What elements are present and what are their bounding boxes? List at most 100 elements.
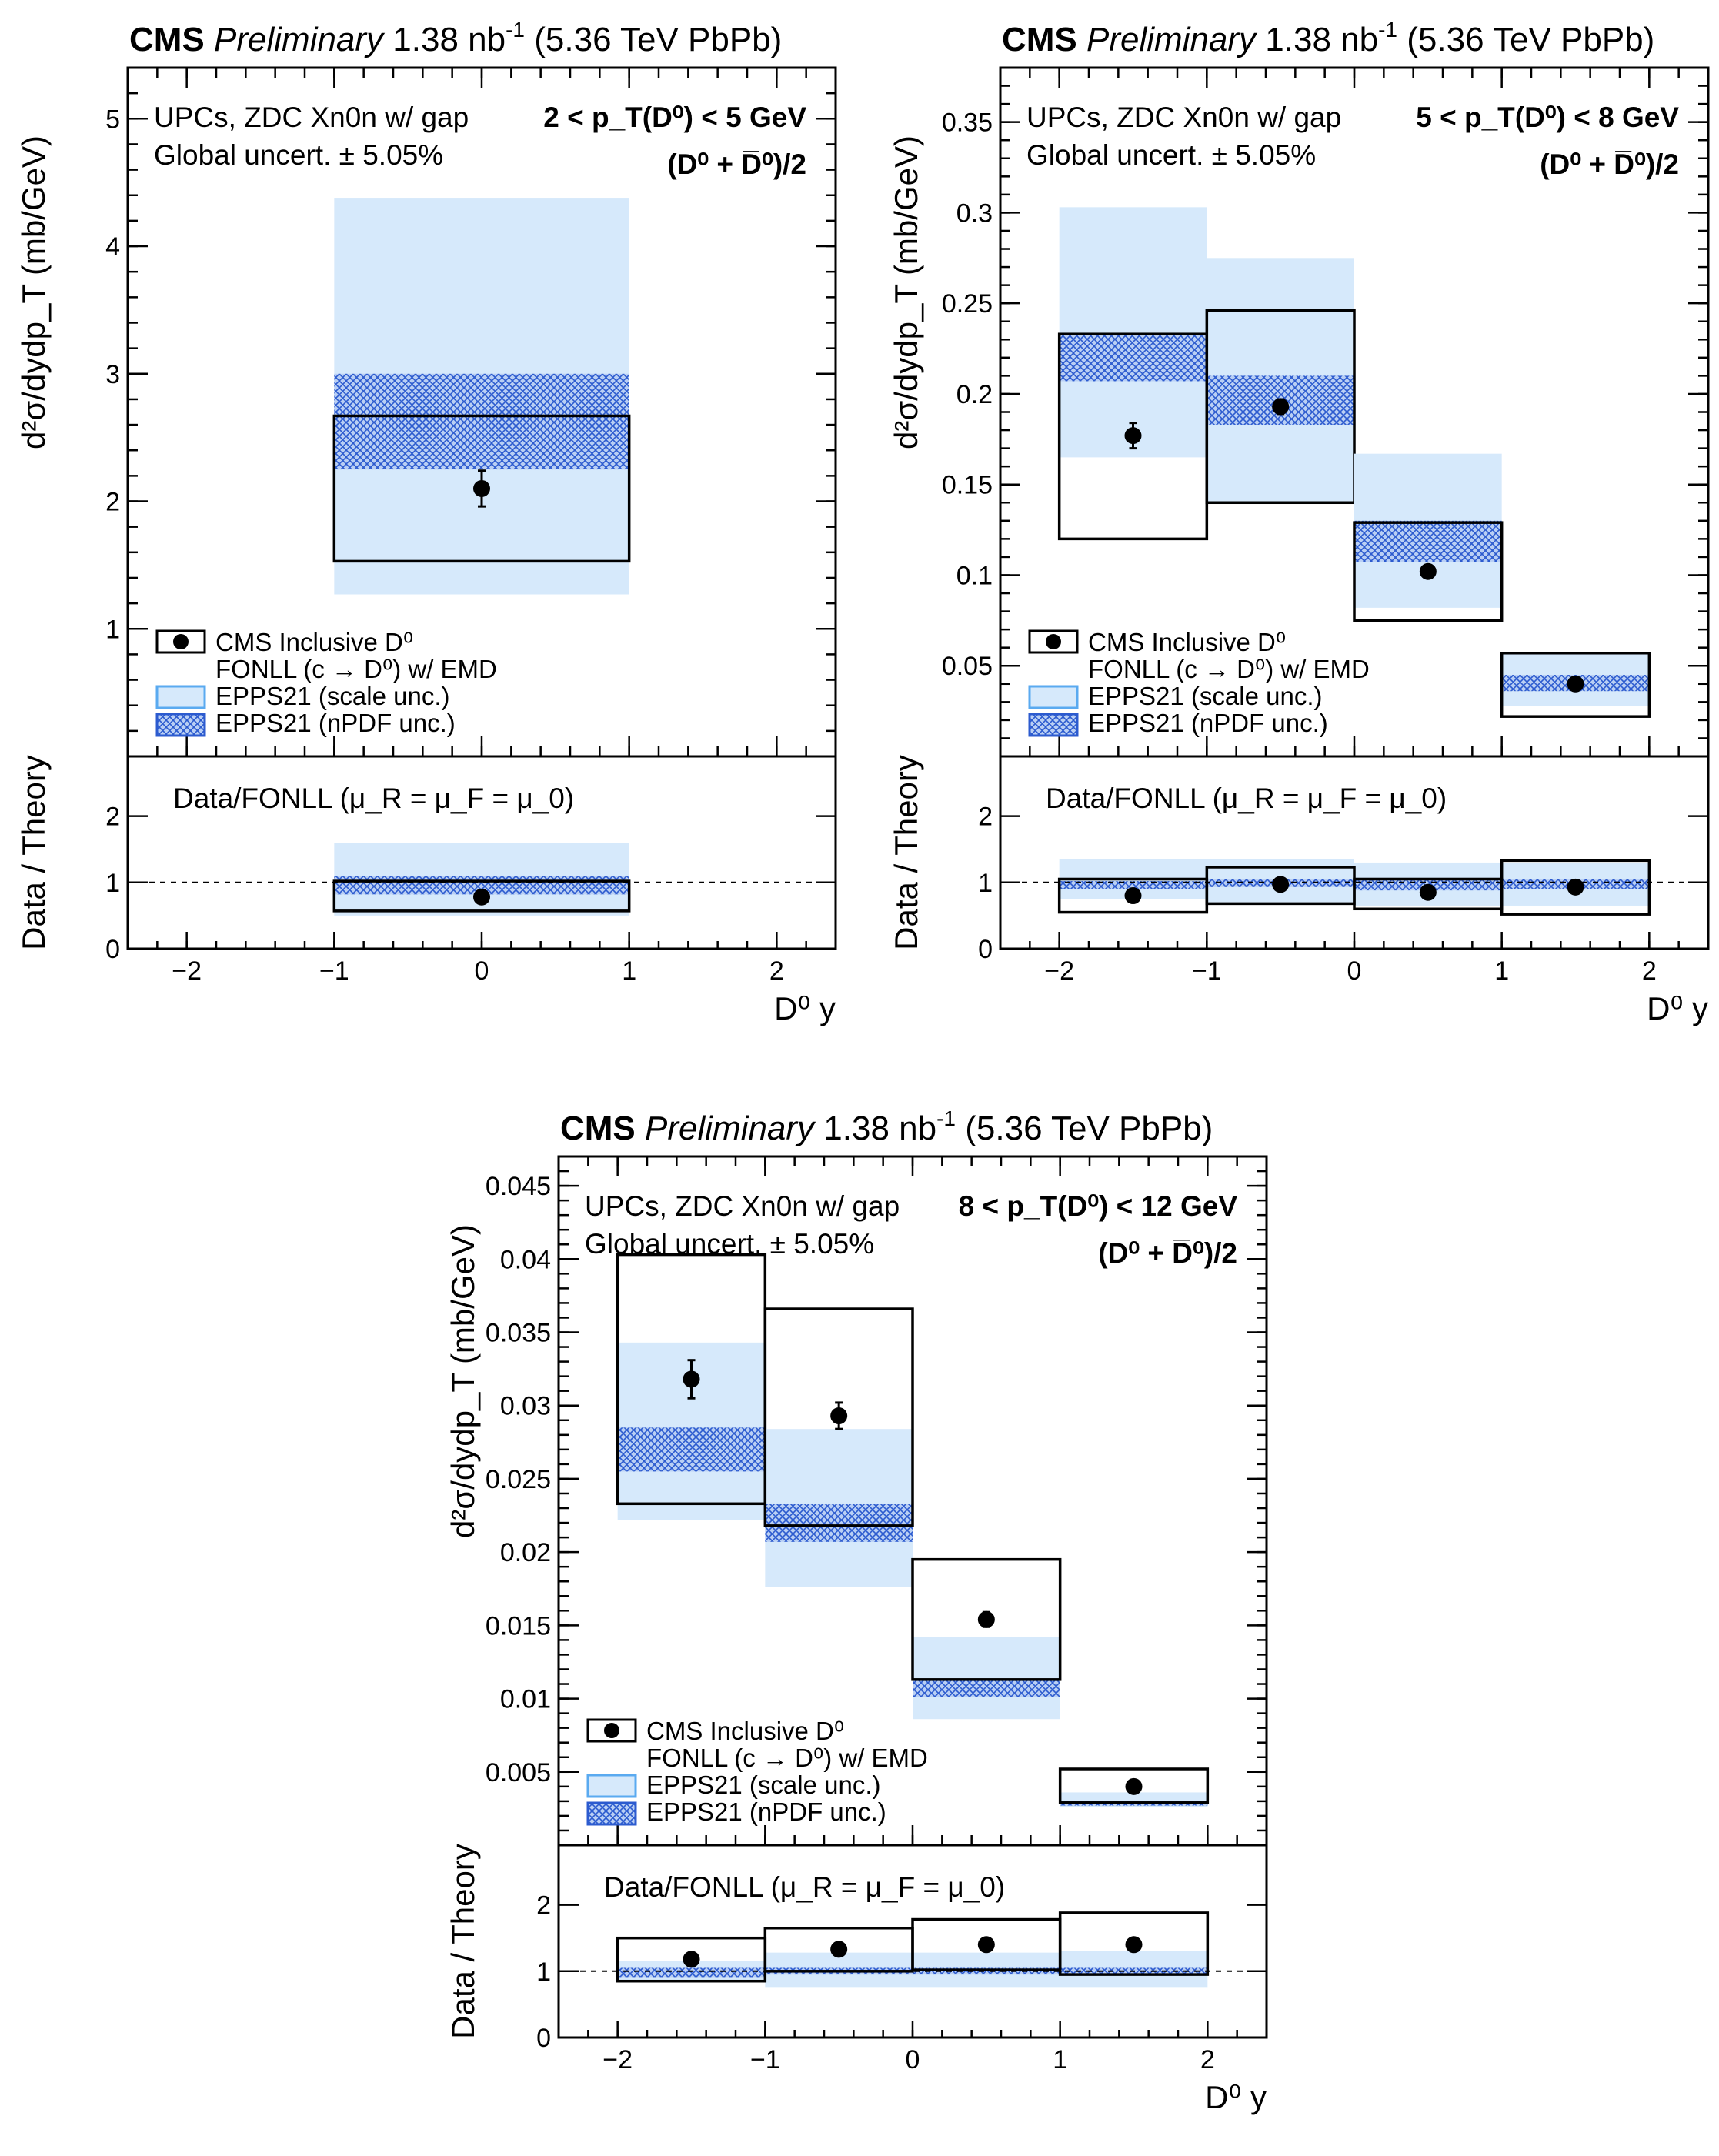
- legend-scale-label: EPPS21 (scale unc.): [215, 682, 449, 710]
- ratio-fonll-box: [332, 879, 631, 913]
- data-point: [1419, 562, 1437, 580]
- legend: CMS Inclusive D⁰ FONLL (c → D⁰) w/ EMD E…: [155, 628, 497, 737]
- ratio-y-tick-label: 1: [536, 1957, 551, 1987]
- y-tick-label: 0.2: [956, 380, 993, 409]
- legend-scale-label: EPPS21 (scale unc.): [646, 1771, 880, 1799]
- x-tick-label: 1: [1494, 956, 1509, 986]
- x-tick-label: 0: [1347, 956, 1362, 986]
- panel-pt-5-8: CMS Preliminary 1.38 nb-1 (5.36 TeV PbPb…: [888, 18, 1710, 1026]
- ratio-y-axis-label: Data / Theory: [888, 755, 924, 950]
- legend-npdf-swatch: [1028, 713, 1079, 737]
- y-tick-label: 0.3: [956, 199, 993, 228]
- info-line-2: Global uncert. ± 5.05%: [1026, 139, 1316, 171]
- legend-fonll-label: FONLL (c → D⁰) w/ EMD: [646, 1744, 928, 1772]
- ratio-y-axis-label: Data / Theory: [15, 755, 52, 950]
- ratio-title: Data/FONLL (μ_R = μ_F = μ_0): [173, 783, 574, 814]
- y-tick-label: 0.35: [942, 108, 993, 138]
- pt-range: 2 < p_T(D⁰) < 5 GeV: [543, 102, 806, 133]
- ratio-data-point: [473, 888, 490, 906]
- y-tick-label: 0.015: [486, 1611, 551, 1640]
- panel-pt-2-5: CMS Preliminary 1.38 nb-1 (5.36 TeV PbPb…: [15, 18, 837, 1026]
- ratio-plot: 0 1 2 −2 −1 0 1 2: [978, 803, 1710, 986]
- x-tick-label: 2: [1642, 956, 1657, 986]
- x-tick-label: −2: [172, 956, 202, 986]
- main-plot: 1 2 3 4 5: [105, 68, 837, 756]
- x-tick-label: 1: [1053, 2045, 1067, 2074]
- ratio-title: Data/FONLL (μ_R = μ_F = μ_0): [604, 1871, 1005, 1903]
- legend: CMS Inclusive D⁰ FONLL (c → D⁰) w/ EMD E…: [1028, 628, 1370, 737]
- y-axis-label: d²σ/dydp_T (mb/GeV): [15, 135, 52, 449]
- ratio-y-tick-label: 2: [536, 1891, 551, 1921]
- data-point: [830, 1407, 848, 1425]
- y-tick-label: 1: [105, 615, 120, 644]
- pt-range: 8 < p_T(D⁰) < 12 GeV: [959, 1190, 1238, 1222]
- y-axis-label: d²σ/dydp_T (mb/GeV): [888, 135, 924, 449]
- fonll-box: [1205, 309, 1356, 505]
- y-tick-label: 2: [105, 488, 120, 517]
- ratio-title: Data/FONLL (μ_R = μ_F = μ_0): [1046, 783, 1447, 814]
- ratio-data-point: [830, 1941, 848, 1958]
- epps21-npdf-band: [617, 1427, 766, 1472]
- legend-scale-swatch: [586, 1774, 637, 1798]
- ratio-npdf-band: [617, 1967, 766, 1978]
- main-plot: 0.005 0.01 0.015 0.02 0.025 0.03 0.035 0.04 0.04…: [486, 1156, 1268, 1845]
- ratio-data-point: [1567, 878, 1584, 896]
- ratio-y-tick-label: 0: [536, 2024, 551, 2053]
- x-tick-label: −1: [319, 956, 349, 986]
- fonll-box: [332, 414, 631, 563]
- fonll-box: [911, 1557, 1062, 1681]
- data-point: [1125, 1777, 1143, 1795]
- fonll-box: [1500, 652, 1651, 718]
- y-axis-label: d²σ/dydp_T (mb/GeV): [445, 1224, 481, 1538]
- legend-data-label: CMS Inclusive D⁰: [1088, 628, 1286, 656]
- data-point: [1567, 675, 1584, 693]
- ratio-plot: 0 1 2 −2 −1 0 1 2: [105, 803, 837, 986]
- fonll-box: [1058, 1767, 1210, 1804]
- legend-data-label: CMS Inclusive D⁰: [646, 1717, 844, 1745]
- y-tick-label: 0.045: [486, 1172, 551, 1201]
- x-tick-label: −1: [750, 2045, 780, 2074]
- species: (D⁰ + D̅⁰)/2: [1540, 149, 1679, 180]
- epps21-scale-band: [913, 1637, 1060, 1720]
- y-tick-label: 5: [105, 105, 120, 134]
- y-tick-label: 0.05: [942, 652, 993, 681]
- x-tick-label: 2: [769, 956, 784, 986]
- x-tick-label: 0: [906, 2045, 920, 2074]
- ratio-fonll-box: [1058, 1911, 1210, 1976]
- y-tick-label: 4: [105, 232, 120, 262]
- ratio-npdf-band: [1059, 881, 1207, 889]
- y-tick-label: 0.1: [956, 561, 993, 590]
- epps21-npdf-band: [913, 1679, 1060, 1697]
- ratio-y-tick-label: 1: [978, 869, 993, 898]
- header: CMS Preliminary 1.38 nb-1 (5.36 TeV PbPb…: [1002, 18, 1654, 58]
- ratio-fonll-box: [1500, 859, 1651, 916]
- data-point: [683, 1370, 700, 1388]
- epps21-npdf-band: [334, 373, 629, 470]
- x-tick-label: 0: [475, 956, 489, 986]
- data-point: [1124, 427, 1142, 445]
- x-axis-label: D⁰ y: [1205, 2079, 1267, 2115]
- epps21-npdf-band: [1059, 334, 1207, 382]
- ratio-data-point: [1124, 887, 1142, 905]
- fonll-box: [763, 1307, 914, 1527]
- legend-data-marker: [604, 1723, 619, 1738]
- legend-npdf-swatch: [586, 1801, 637, 1826]
- ratio-data-point: [683, 1951, 700, 1968]
- fonll-box: [1353, 521, 1504, 622]
- x-axis-label: D⁰ y: [774, 990, 836, 1026]
- legend: CMS Inclusive D⁰ FONLL (c → D⁰) w/ EMD E…: [586, 1717, 928, 1826]
- y-tick-label: 0.02: [500, 1538, 551, 1567]
- ratio-y-axis-label: Data / Theory: [445, 1844, 481, 2039]
- ratio-data-point: [1419, 883, 1437, 901]
- legend-data-label: CMS Inclusive D⁰: [215, 628, 413, 656]
- data-point: [1272, 398, 1290, 416]
- y-tick-label: 3: [105, 360, 120, 389]
- x-tick-label: −2: [1044, 956, 1074, 986]
- pt-range: 5 < p_T(D⁰) < 8 GeV: [1416, 102, 1679, 133]
- y-tick-label: 0.01: [500, 1685, 551, 1714]
- header: CMS Preliminary 1.38 nb-1 (5.36 TeV PbPb…: [129, 18, 782, 58]
- ratio-data-point: [1272, 876, 1290, 893]
- x-tick-label: 1: [622, 956, 636, 986]
- ratio-y-tick-label: 0: [978, 935, 993, 964]
- legend-scale-swatch: [1028, 685, 1079, 709]
